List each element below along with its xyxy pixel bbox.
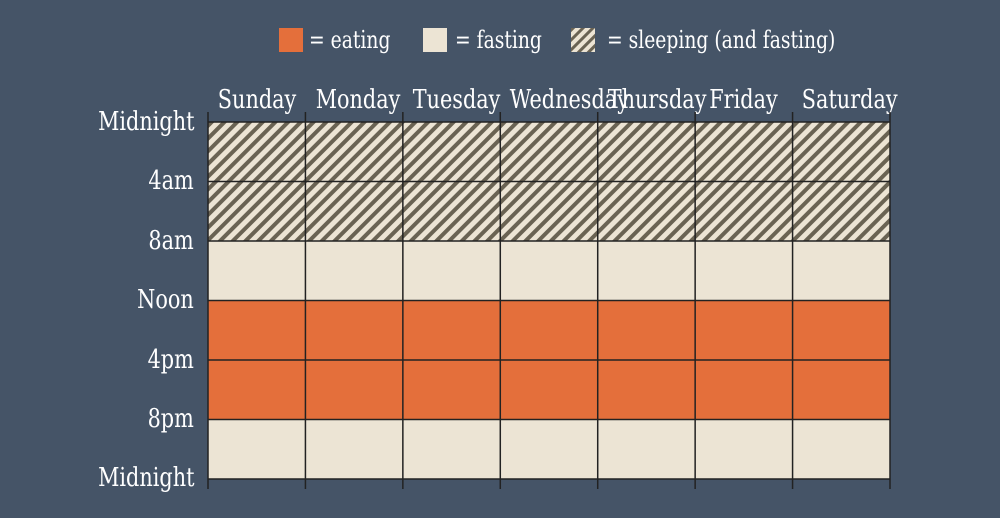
eating-swatch-icon: [279, 28, 303, 52]
cell-saturday-0-sleeping: [792, 122, 890, 182]
cell-thursday-2-fasting: [597, 241, 696, 301]
time-label-4pm: 4pm: [147, 345, 194, 375]
cell-saturday-1-sleeping: [792, 181, 890, 241]
day-header-tuesday: Tuesday: [412, 85, 501, 115]
cell-tuesday-4-eating: [402, 360, 501, 420]
cell-tuesday-3-eating: [402, 300, 501, 360]
sleeping-swatch-icon: [571, 28, 595, 52]
cell-friday-1-sleeping: [695, 181, 793, 241]
cell-monday-2-fasting: [305, 241, 403, 301]
cell-tuesday-0-sleeping: [402, 122, 501, 182]
cell-wednesday-4-eating: [500, 360, 598, 420]
cell-tuesday-5-fasting: [402, 419, 501, 479]
cell-thursday-5-fasting: [597, 419, 696, 479]
cell-sunday-2-fasting: [208, 241, 306, 301]
cell-sunday-4-eating: [208, 360, 306, 420]
cell-monday-1-sleeping: [305, 181, 403, 241]
time-label-midnight-start: Midnight: [97, 107, 194, 137]
cell-sunday-3-eating: [208, 300, 306, 360]
legend-label-fasting: = fasting: [455, 26, 542, 54]
cell-wednesday-1-sleeping: [500, 181, 598, 241]
cell-wednesday-3-eating: [500, 300, 598, 360]
day-header-monday: Monday: [315, 85, 401, 115]
cell-thursday-0-sleeping: [597, 122, 696, 182]
cell-wednesday-0-sleeping: [500, 122, 598, 182]
cell-thursday-1-sleeping: [597, 181, 696, 241]
cell-tuesday-1-sleeping: [402, 181, 501, 241]
time-label-noon: Noon: [137, 285, 194, 315]
legend: = eating = fasting = sleeping (and fasti…: [0, 20, 1000, 60]
cell-friday-0-sleeping: [695, 122, 793, 182]
cell-saturday-5-fasting: [792, 419, 890, 479]
cell-thursday-4-eating: [597, 360, 696, 420]
cell-friday-5-fasting: [695, 419, 793, 479]
time-label-4am: 4am: [148, 166, 194, 196]
day-header-friday: Friday: [709, 85, 778, 115]
cell-monday-3-eating: [305, 300, 403, 360]
legend-label-eating: = eating: [309, 26, 391, 54]
time-label-8am: 8am: [148, 226, 194, 256]
cell-monday-0-sleeping: [305, 122, 403, 182]
cell-tuesday-2-fasting: [402, 241, 501, 301]
cell-friday-3-eating: [695, 300, 793, 360]
time-label-8pm: 8pm: [147, 404, 194, 434]
cell-friday-2-fasting: [695, 241, 793, 301]
day-header-sunday: Sunday: [217, 85, 297, 115]
legend-label-sleeping: = sleeping (and fasting): [607, 26, 836, 54]
cell-sunday-1-sleeping: [208, 181, 306, 241]
cell-sunday-0-sleeping: [208, 122, 306, 182]
cell-monday-4-eating: [305, 360, 403, 420]
cell-sunday-5-fasting: [208, 419, 306, 479]
cell-saturday-4-eating: [792, 360, 890, 420]
cell-wednesday-5-fasting: [500, 419, 598, 479]
cell-thursday-3-eating: [597, 300, 696, 360]
cell-monday-5-fasting: [305, 419, 403, 479]
time-label-midnight-end: Midnight: [97, 463, 194, 493]
cell-saturday-3-eating: [792, 300, 890, 360]
cell-wednesday-2-fasting: [500, 241, 598, 301]
hatch-pattern-icon: [571, 28, 595, 52]
cell-friday-4-eating: [695, 360, 793, 420]
cell-saturday-2-fasting: [792, 241, 890, 301]
fasting-swatch-icon: [423, 28, 447, 52]
